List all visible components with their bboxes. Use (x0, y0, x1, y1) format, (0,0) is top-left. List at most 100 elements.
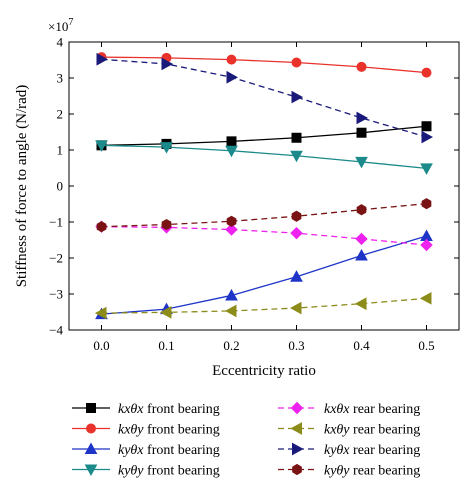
data-point (224, 304, 237, 318)
legend-marker (290, 401, 304, 415)
legend-item: kxθy front bearing (72, 423, 220, 438)
data-point (289, 301, 302, 315)
series-line (101, 297, 427, 314)
data-point (291, 90, 304, 104)
x-axis-ticks: 0.0 0.1 0.2 0.3 0.4 0.5 (93, 42, 435, 353)
data-point (355, 156, 368, 169)
series-line (101, 235, 427, 315)
legend-marker (292, 463, 302, 476)
data-point (356, 61, 367, 72)
y-tick-label: 4 (57, 35, 64, 50)
legend-label: kxθx front bearing (118, 402, 220, 417)
y-axis-ticks: −4 −3 −2 −1 0 1 2 3 4 (49, 35, 459, 338)
x-tick-label: 0.0 (93, 338, 109, 353)
y-axis-label: Stiffness of force to angle (N/rad) (14, 85, 30, 288)
legend-item: kxθx front bearing (72, 402, 220, 417)
legend-item: kxθx rear bearing (278, 401, 420, 417)
data-point (421, 130, 434, 144)
legend-item: kyθy rear bearing (278, 464, 420, 479)
y-tick-label: 3 (57, 71, 64, 86)
data-point (290, 226, 303, 240)
legend-marker (84, 464, 98, 477)
series-1 (96, 121, 432, 151)
x-tick-label: 0.3 (288, 338, 304, 353)
series-6 (94, 291, 432, 320)
data-point (290, 150, 303, 163)
x-tick-label: 0.5 (418, 338, 434, 353)
series-7 (96, 52, 434, 144)
y-tick-label: 2 (57, 107, 64, 122)
data-point (356, 204, 367, 216)
data-point (226, 54, 237, 65)
legend-marker (86, 423, 96, 434)
data-point (355, 248, 368, 261)
data-point (159, 306, 172, 319)
legend-item: kxθy rear bearing (278, 422, 420, 438)
plot-frame (68, 41, 460, 331)
data-point (421, 67, 432, 78)
data-point (355, 232, 368, 246)
y-tick-label: −3 (49, 287, 63, 302)
data-point (226, 70, 239, 84)
data-point (225, 145, 238, 158)
series-4 (95, 140, 433, 175)
legend-label: kyθx front bearing (118, 443, 220, 458)
y-tick-label: 1 (57, 143, 64, 158)
data-point (290, 270, 303, 282)
data-point (291, 57, 302, 68)
data-point (161, 218, 172, 231)
series-line (101, 58, 427, 138)
data-point (356, 127, 367, 138)
data-point (226, 136, 237, 147)
series-8 (96, 198, 432, 233)
y-tick-label: −1 (49, 215, 63, 230)
x-tick-label: 0.1 (158, 338, 174, 353)
data-point (161, 57, 174, 71)
y-multiplier-exponent: 7 (68, 17, 73, 28)
series-3 (95, 229, 433, 320)
data-point (96, 52, 109, 66)
legend-item: kyθx rear bearing (278, 442, 420, 458)
y-tick-label: −2 (49, 251, 63, 266)
x-tick-label: 0.2 (223, 338, 239, 353)
legend: kxθx front bearing kxθy front bearing kyθx… (72, 401, 420, 479)
legend-marker (86, 403, 96, 413)
series-line (101, 56, 427, 74)
data-point (226, 215, 237, 227)
data-point (421, 198, 432, 210)
data-point (419, 291, 432, 305)
data-point (96, 221, 107, 233)
legend-marker (290, 422, 302, 435)
data-point (225, 223, 238, 236)
data-point (421, 121, 432, 132)
legend-label: kxθy rear bearing (324, 423, 420, 438)
data-point (94, 306, 107, 320)
series-line (101, 202, 427, 228)
series-line (101, 144, 427, 170)
legend-item: kyθx front bearing (72, 442, 220, 458)
series-2 (96, 52, 432, 78)
series-line (101, 226, 427, 246)
data-point (354, 297, 367, 311)
legend-label: kyθy rear bearing (324, 464, 420, 479)
legend-label: kxθx rear bearing (324, 402, 420, 417)
series-layer (94, 52, 434, 320)
y-tick-label: −4 (49, 323, 63, 338)
data-point (291, 210, 302, 222)
data-point (95, 140, 108, 152)
x-axis-label: Eccentricity ratio (212, 363, 316, 379)
data-point (225, 288, 238, 301)
y-multiplier-label: ×107 (48, 17, 73, 34)
legend-label: kyθy front bearing (118, 464, 220, 479)
legend-item: kyθy front bearing (72, 464, 220, 479)
legend-label: kyθx rear bearing (324, 443, 420, 458)
data-point (420, 238, 433, 252)
x-tick-label: 0.4 (353, 338, 370, 353)
legend-label: kxθy front bearing (118, 423, 220, 438)
data-point (291, 132, 302, 143)
legend-marker (292, 442, 304, 456)
data-point (160, 142, 173, 154)
legend-marker (84, 442, 98, 454)
data-point (420, 163, 433, 175)
